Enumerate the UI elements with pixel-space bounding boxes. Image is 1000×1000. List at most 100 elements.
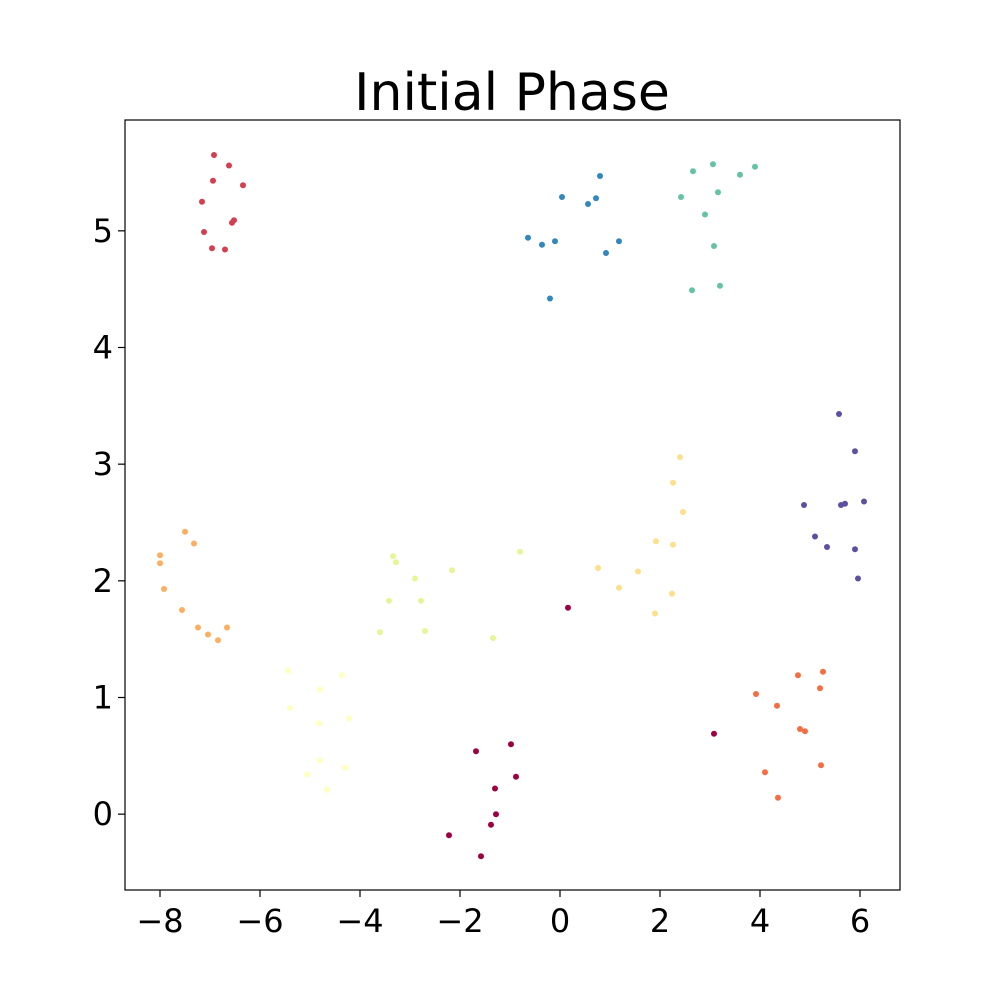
data-point-cluster-11-2 — [801, 502, 807, 508]
data-point-cluster-11-4 — [842, 500, 848, 507]
data-point-cluster-6-7 — [304, 771, 310, 778]
data-point-cluster-9-7 — [711, 243, 717, 249]
data-point-cluster-1-0 — [446, 832, 452, 839]
data-point-cluster-4-7 — [205, 631, 211, 638]
data-point-cluster-3-7 — [762, 769, 768, 776]
data-point-cluster-5-0 — [677, 454, 683, 461]
data-point-cluster-3-3 — [820, 668, 826, 675]
data-point-cluster-4-0 — [157, 552, 163, 559]
data-point-cluster-4-4 — [191, 540, 197, 547]
data-point-cluster-9-5 — [678, 194, 684, 200]
data-point-cluster-2-4 — [199, 198, 205, 205]
y-tick-label: 3 — [93, 445, 113, 483]
data-point-cluster-6-5 — [316, 720, 322, 727]
data-point-cluster-3-0 — [753, 691, 759, 697]
data-point-cluster-10-0 — [597, 173, 603, 179]
data-point-cluster-9-0 — [710, 161, 716, 168]
data-point-cluster-10-5 — [552, 238, 558, 245]
points-layer — [157, 152, 867, 860]
data-point-cluster-2-3 — [210, 177, 216, 184]
x-tick-label: 6 — [850, 902, 870, 940]
data-point-cluster-11-6 — [812, 533, 818, 540]
data-point-cluster-1-6 — [508, 741, 514, 748]
data-point-cluster-4-2 — [161, 586, 167, 592]
x-tick-label: 0 — [550, 902, 570, 940]
data-point-cluster-3-6 — [802, 728, 808, 735]
data-point-cluster-1-1 — [473, 748, 479, 755]
data-point-cluster-1-2 — [478, 853, 484, 860]
data-point-cluster-9-4 — [715, 189, 721, 196]
data-point-cluster-4-9 — [224, 624, 230, 631]
data-point-cluster-3-9 — [818, 762, 824, 769]
data-point-cluster-4-5 — [179, 607, 185, 613]
data-point-cluster-5-9 — [652, 610, 658, 617]
data-point-cluster-7-7 — [377, 629, 383, 636]
y-tick-label: 5 — [93, 212, 113, 250]
data-point-cluster-5-5 — [635, 568, 641, 575]
data-point-cluster-2-6 — [231, 217, 237, 224]
data-point-cluster-7-5 — [386, 597, 392, 604]
data-point-cluster-6-8 — [324, 786, 330, 793]
y-tick-label: 2 — [93, 562, 113, 600]
data-point-cluster-3-2 — [795, 672, 801, 679]
data-point-cluster-6-4 — [346, 715, 352, 722]
y-axis: 0 1 2 3 4 5 — [93, 212, 125, 833]
data-point-cluster-10-9 — [547, 295, 553, 302]
data-point-cluster-11-8 — [852, 546, 858, 553]
data-point-cluster-11-7 — [824, 544, 830, 550]
x-tick-label: −6 — [236, 902, 283, 940]
data-point-cluster-9-6 — [702, 211, 708, 218]
x-tick-label: −2 — [436, 902, 483, 940]
data-point-cluster-1-7 — [513, 773, 519, 780]
plot-area — [124, 119, 901, 891]
data-point-cluster-11-9 — [855, 575, 861, 582]
x-tick-label: −8 — [136, 902, 183, 940]
y-tick-label: 0 — [93, 795, 113, 833]
data-point-cluster-6-1 — [287, 705, 293, 711]
x-tick-label: −4 — [336, 902, 383, 940]
data-point-cluster-6-2 — [317, 686, 323, 693]
data-point-cluster-3-4 — [817, 685, 823, 692]
data-point-cluster-10-6 — [616, 238, 622, 245]
chart-title: Initial Phase — [354, 63, 670, 123]
data-point-cluster-11-1 — [852, 448, 858, 455]
data-point-cluster-6-3 — [339, 672, 345, 679]
data-point-cluster-1-9 — [711, 730, 717, 737]
data-point-cluster-6-0 — [285, 667, 291, 674]
data-point-cluster-5-6 — [595, 565, 601, 571]
data-point-cluster-5-8 — [669, 590, 675, 597]
data-point-cluster-9-8 — [717, 282, 723, 289]
data-point-cluster-7-9 — [490, 635, 496, 641]
x-axis: −8 −6 −4 −2 0 2 4 6 — [136, 890, 870, 940]
y-tick-label: 1 — [93, 679, 113, 717]
data-point-cluster-11-5 — [861, 498, 867, 505]
data-point-cluster-1-8 — [565, 604, 571, 611]
data-point-cluster-2-1 — [226, 162, 232, 169]
data-point-cluster-1-3 — [488, 821, 494, 828]
data-point-cluster-5-3 — [670, 541, 676, 548]
data-point-cluster-6-6 — [317, 757, 323, 764]
data-point-cluster-9-1 — [752, 163, 758, 170]
data-point-cluster-5-2 — [680, 509, 686, 515]
data-point-cluster-2-0 — [211, 152, 217, 158]
data-point-cluster-7-0 — [390, 553, 396, 560]
data-point-cluster-1-5 — [493, 811, 499, 818]
data-point-cluster-9-9 — [689, 287, 695, 294]
y-tick-label: 4 — [93, 329, 113, 367]
data-point-cluster-3-1 — [774, 702, 780, 709]
data-point-cluster-10-1 — [559, 194, 565, 200]
data-point-cluster-3-5 — [797, 726, 803, 732]
data-point-cluster-6-9 — [342, 764, 348, 771]
data-point-cluster-7-2 — [412, 575, 418, 582]
data-point-cluster-4-8 — [215, 637, 221, 644]
data-point-cluster-2-2 — [240, 182, 246, 189]
data-point-cluster-10-7 — [539, 241, 545, 248]
data-point-cluster-10-4 — [525, 234, 531, 241]
data-point-cluster-9-3 — [737, 171, 743, 178]
data-point-cluster-10-3 — [585, 201, 591, 207]
data-point-cluster-4-1 — [157, 560, 163, 567]
x-tick-label: 4 — [750, 902, 770, 940]
data-point-cluster-10-8 — [603, 250, 609, 256]
data-point-cluster-2-9 — [222, 246, 228, 253]
